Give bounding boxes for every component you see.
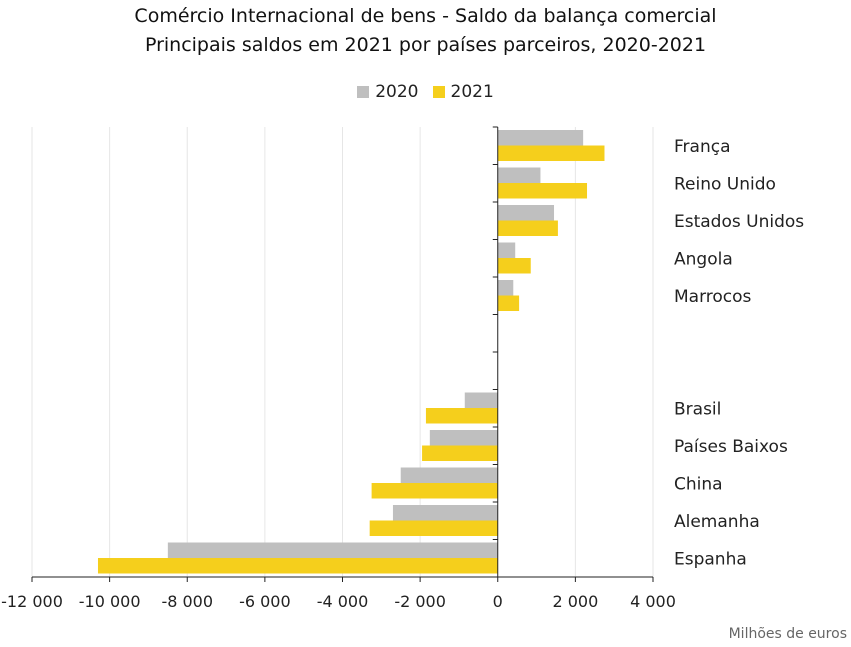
x-tick-label-3: -6 000 <box>239 592 291 611</box>
bar-2021-1 <box>497 183 588 199</box>
unit-label: Milhões de euros <box>728 626 847 642</box>
x-tick-label-2: -8 000 <box>161 592 213 611</box>
bar-2020-3 <box>497 242 516 258</box>
bar-2021-4 <box>497 295 520 311</box>
category-label-2: Estados Unidos <box>674 212 804 232</box>
bar-2020-9 <box>400 467 498 483</box>
bar-2020-7 <box>464 392 498 408</box>
category-label-3: Angola <box>674 249 733 269</box>
category-label-4: Marrocos <box>674 287 752 307</box>
bar-2021-0 <box>497 145 605 161</box>
legend-swatch-2021 <box>432 86 445 98</box>
x-tick-label-1: -10 000 <box>79 592 141 611</box>
bar-2020-0 <box>497 130 584 146</box>
legend-label-2021: 2021 <box>450 82 494 102</box>
bar-2021-2 <box>497 220 558 236</box>
legend-item-2020: 2020 <box>357 82 419 102</box>
bar-2021-8 <box>422 445 498 461</box>
category-label-1: Reino Unido <box>674 174 776 194</box>
bar-2020-4 <box>497 280 514 296</box>
category-label-11: Espanha <box>674 549 747 569</box>
legend-swatch-2020 <box>357 86 370 98</box>
legend: 2020 2021 <box>0 82 851 102</box>
category-label-0: França <box>674 137 731 157</box>
bar-2020-1 <box>497 167 541 183</box>
bar-2020-11 <box>167 542 498 558</box>
bar-2021-9 <box>371 483 498 499</box>
bar-2021-3 <box>497 258 531 274</box>
legend-label-2020: 2020 <box>375 82 419 102</box>
category-label-10: Alemanha <box>674 512 760 532</box>
bar-2021-11 <box>97 558 498 574</box>
legend-item-2021: 2021 <box>432 82 494 102</box>
x-tick-label-0: -12 000 <box>1 592 63 611</box>
bar-2021-7 <box>425 408 498 424</box>
x-tick-label-5: -2 000 <box>394 592 446 611</box>
x-tick-label-4: -4 000 <box>317 592 369 611</box>
bar-2020-8 <box>429 430 498 446</box>
x-tick-label-7: 2 000 <box>552 592 598 611</box>
bar-2020-10 <box>392 505 498 521</box>
category-label-9: China <box>674 474 723 494</box>
bar-2021-10 <box>369 520 498 536</box>
x-tick-label-8: 4 000 <box>630 592 676 611</box>
category-label-8: Países Baixos <box>674 437 788 457</box>
category-label-7: Brasil <box>674 399 721 419</box>
chart-subtitle: Principais saldos em 2021 por países par… <box>144 34 707 56</box>
bar-2020-2 <box>497 205 555 221</box>
x-tick-label-6: 0 <box>493 592 503 611</box>
chart-title: Comércio Internacional de bens - Saldo d… <box>134 5 717 27</box>
